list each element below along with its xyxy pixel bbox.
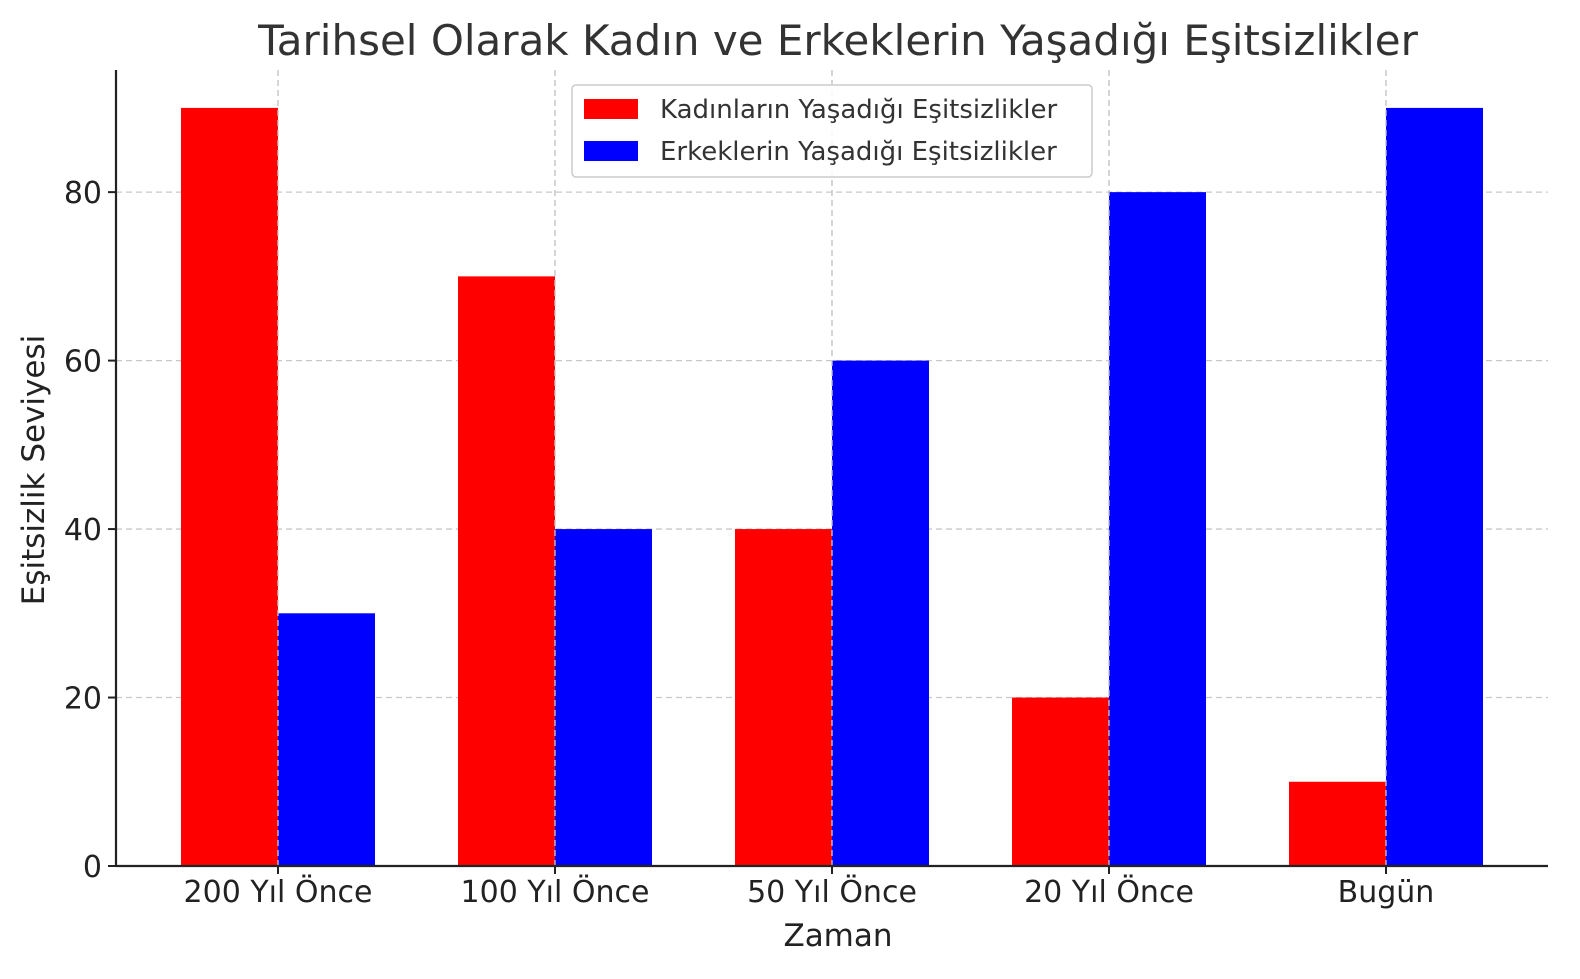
bar-series-2-5: [1386, 107, 1483, 866]
y-tick-label: 0: [83, 850, 102, 885]
bars: [181, 70, 1483, 866]
x-tick-label: Bugün: [1338, 875, 1435, 910]
bar-series-1-1: [181, 107, 278, 866]
bar-series-1-2: [458, 276, 555, 866]
x-tick-label: 200 Yıl Önce: [184, 874, 373, 910]
bar-series-2-3: [832, 360, 929, 866]
y-axis-label: Eşitsizlik Seviyesi: [16, 335, 52, 605]
bar-series-1-3: [735, 529, 832, 866]
y-tick-label: 60: [64, 345, 102, 380]
y-tick-label: 20: [64, 682, 102, 717]
legend-label-1: Kadınların Yaşadığı Eşitsizlikler: [660, 95, 1058, 125]
x-tick-label: 100 Yıl Önce: [461, 874, 650, 910]
x-axis-label: Zaman: [783, 918, 892, 954]
bar-series-2-2: [555, 529, 652, 866]
x-tick-label: 20 Yıl Önce: [1024, 874, 1194, 910]
bar-series-2-4: [1109, 192, 1206, 866]
y-ticks: 0 20 40 60 80: [64, 176, 116, 885]
x-tick-label: 50 Yıl Önce: [747, 874, 917, 910]
y-tick-label: 80: [64, 176, 102, 211]
x-ticks: 200 Yıl Önce 100 Yıl Önce 50 Yıl Önce 20 Yı…: [184, 866, 1435, 910]
bar-series-1-5: [1289, 781, 1386, 866]
legend: Kadınların Yaşadığı Eşitsizlikler Erkekle…: [571, 84, 1093, 178]
legend-swatch-2: [584, 141, 638, 161]
legend-swatch-1: [584, 99, 638, 119]
bar-series-1-4: [1012, 697, 1109, 866]
chart-title: Tarihsel Olarak Kadın ve Erkeklerin Yaşa…: [257, 16, 1419, 65]
bar-series-2-1: [278, 613, 375, 866]
y-tick-label: 40: [64, 513, 102, 548]
legend-box: [571, 84, 1093, 178]
legend-label-2: Erkeklerin Yaşadığı Eşitsizlikler: [660, 137, 1057, 167]
